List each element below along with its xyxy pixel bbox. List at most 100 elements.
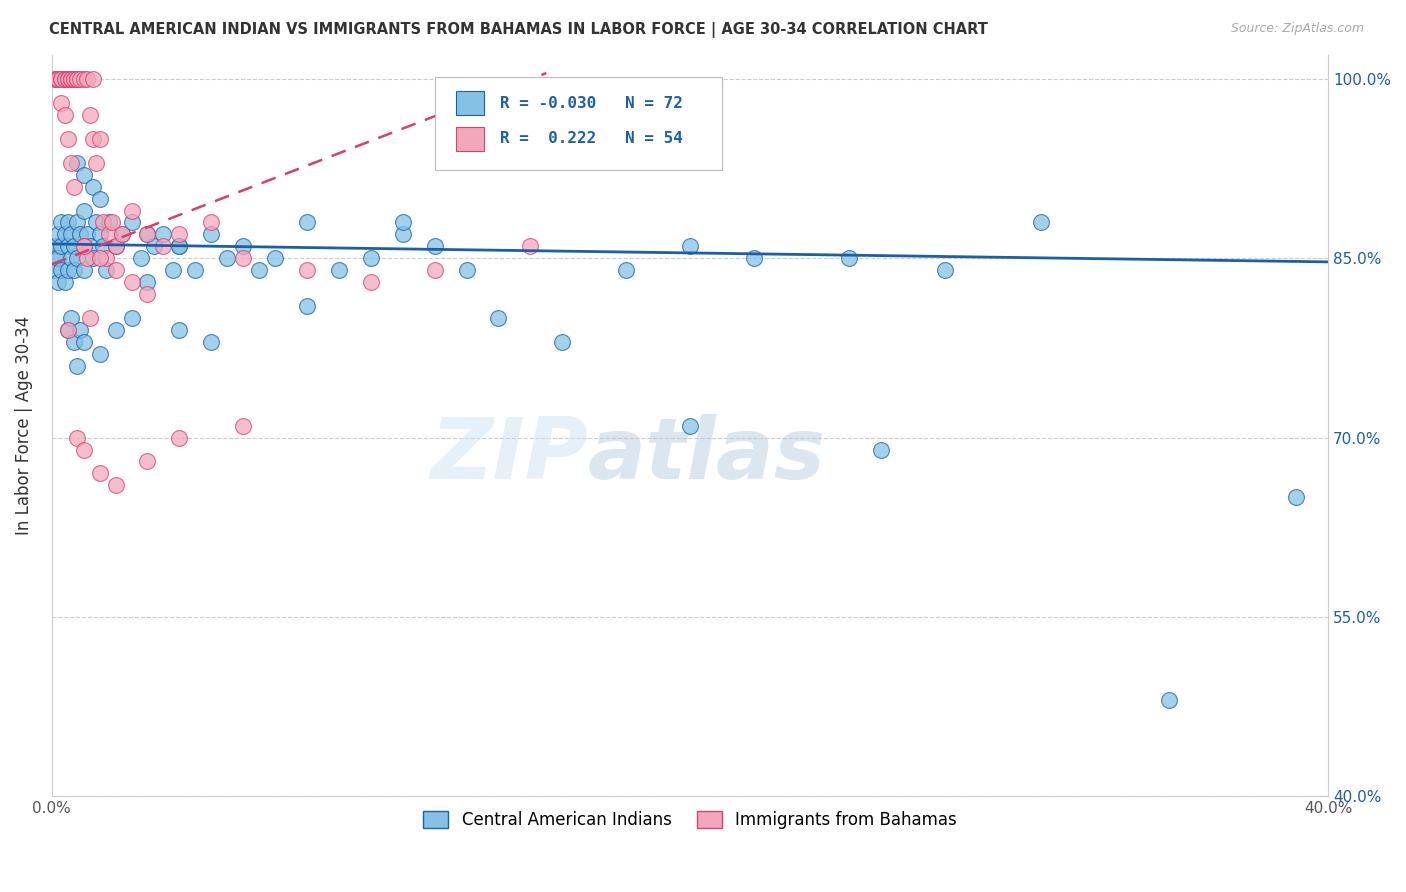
Point: [73, 168, 96, 182]
Point: [59, 72, 82, 87]
Point: [89, 227, 111, 242]
Point: [82, 72, 104, 87]
Point: [104, 478, 127, 492]
Point: [247, 263, 270, 277]
Point: [360, 252, 382, 266]
Point: [169, 227, 191, 242]
Point: [614, 263, 637, 277]
Point: [104, 323, 127, 337]
Point: [98, 227, 121, 242]
Point: [53, 72, 76, 87]
Point: [870, 442, 893, 457]
Point: [86, 215, 108, 229]
Point: [44, 72, 66, 87]
Point: [91, 215, 114, 229]
Point: [66, 215, 89, 229]
Point: [89, 132, 111, 146]
Point: [46, 72, 69, 87]
Point: [51, 215, 73, 229]
Point: [217, 252, 239, 266]
Point: [679, 418, 702, 433]
Point: [101, 215, 124, 229]
Point: [295, 299, 318, 313]
Point: [98, 215, 121, 229]
Text: Source: ZipAtlas.com: Source: ZipAtlas.com: [1230, 22, 1364, 36]
Point: [63, 239, 86, 253]
Point: [51, 72, 73, 87]
Point: [519, 239, 541, 253]
Point: [136, 227, 159, 242]
Point: [121, 203, 143, 218]
Bar: [457, 92, 485, 115]
Point: [53, 275, 76, 289]
Point: [53, 108, 76, 122]
Point: [73, 72, 96, 87]
Point: [76, 252, 98, 266]
Point: [136, 287, 159, 301]
Point: [934, 263, 956, 277]
Point: [1285, 491, 1308, 505]
Point: [56, 132, 79, 146]
Point: [79, 108, 101, 122]
Point: [488, 311, 510, 326]
Point: [232, 252, 254, 266]
Bar: [457, 127, 485, 151]
Point: [66, 155, 89, 169]
Text: R =  0.222   N = 54: R = 0.222 N = 54: [499, 131, 683, 146]
Point: [328, 263, 350, 277]
Point: [56, 72, 79, 87]
Point: [69, 323, 91, 337]
Point: [136, 454, 159, 468]
Point: [73, 239, 96, 253]
Point: [56, 323, 79, 337]
Point: [63, 72, 86, 87]
Point: [73, 203, 96, 218]
Point: [200, 334, 222, 349]
Y-axis label: In Labor Force | Age 30-34: In Labor Force | Age 30-34: [15, 316, 32, 535]
Point: [104, 263, 127, 277]
Point: [129, 252, 152, 266]
Point: [136, 227, 159, 242]
Point: [104, 239, 127, 253]
Point: [264, 252, 287, 266]
Point: [391, 227, 413, 242]
Point: [73, 263, 96, 277]
Point: [63, 334, 86, 349]
Point: [53, 227, 76, 242]
Point: [51, 239, 73, 253]
Text: R = -0.030   N = 72: R = -0.030 N = 72: [499, 95, 683, 111]
Point: [66, 252, 89, 266]
Point: [63, 179, 86, 194]
Point: [56, 215, 79, 229]
Point: [56, 72, 79, 87]
Point: [79, 239, 101, 253]
Point: [200, 227, 222, 242]
Point: [53, 72, 76, 87]
Point: [51, 72, 73, 87]
Point: [66, 72, 89, 87]
Point: [121, 215, 143, 229]
Text: atlas: atlas: [588, 414, 825, 497]
Point: [46, 252, 69, 266]
Point: [456, 263, 478, 277]
Point: [551, 334, 574, 349]
Point: [89, 252, 111, 266]
Point: [184, 263, 207, 277]
Point: [51, 263, 73, 277]
Point: [1029, 215, 1052, 229]
Point: [73, 442, 96, 457]
Point: [152, 227, 174, 242]
Point: [1157, 693, 1180, 707]
Point: [423, 263, 446, 277]
Point: [73, 239, 96, 253]
Point: [44, 263, 66, 277]
Point: [104, 239, 127, 253]
Text: ZIP: ZIP: [430, 414, 588, 497]
Point: [200, 215, 222, 229]
Point: [73, 334, 96, 349]
Point: [121, 311, 143, 326]
Point: [169, 239, 191, 253]
Point: [162, 263, 184, 277]
Point: [91, 239, 114, 253]
Point: [56, 263, 79, 277]
